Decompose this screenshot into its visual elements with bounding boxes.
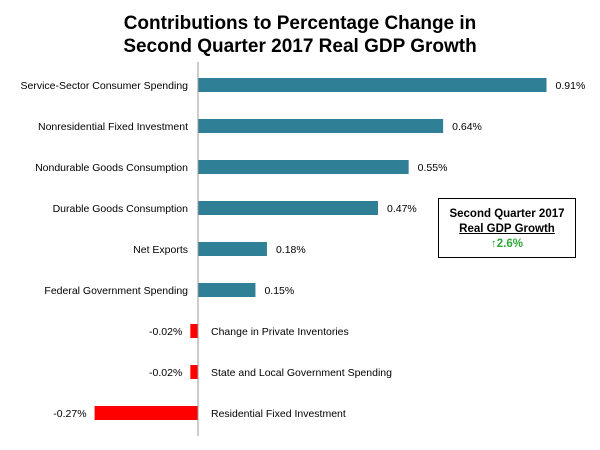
bar-2 (198, 160, 409, 174)
value-label-8: -0.27% (53, 408, 86, 420)
chart-title: Contributions to Percentage Change in Se… (0, 12, 600, 58)
callout-subtitle: Real GDP Growth (459, 223, 555, 235)
callout-value: 2.6% (496, 238, 523, 250)
category-label-5: Federal Government Spending (44, 285, 188, 297)
value-label-5: 0.15% (264, 285, 294, 297)
value-label-0: 0.91% (556, 80, 586, 92)
value-label-7: -0.02% (149, 367, 182, 379)
category-label-7: State and Local Government Spending (211, 367, 392, 379)
gdp-growth-callout: Second Quarter 2017 Real GDP Growth ↑2.6… (438, 198, 576, 258)
value-label-6: -0.02% (149, 326, 182, 338)
callout-value-row: ↑2.6% (439, 237, 575, 252)
callout-title: Second Quarter 2017 (449, 208, 565, 220)
category-label-0: Service-Sector Consumer Spending (21, 80, 189, 92)
bar-3 (198, 201, 379, 215)
chart-title-line-2: Second Quarter 2017 Real GDP Growth (123, 36, 477, 57)
chart-title-line-1: Contributions to Percentage Change in (123, 13, 477, 34)
category-label-1: Nonresidential Fixed Investment (38, 121, 188, 133)
bar-8 (94, 406, 198, 420)
bar-7 (190, 365, 198, 379)
bar-5 (198, 283, 256, 297)
category-label-6: Change in Private Inventories (211, 326, 349, 338)
category-label-2: Nondurable Goods Consumption (35, 162, 188, 174)
bar-1 (198, 119, 444, 133)
category-label-8: Residential Fixed Investment (211, 408, 346, 420)
category-label-4: Net Exports (133, 244, 188, 256)
value-label-1: 0.64% (452, 121, 482, 133)
bar-6 (190, 324, 198, 338)
bar-0 (198, 78, 547, 92)
value-label-4: 0.18% (276, 244, 306, 256)
value-label-3: 0.47% (387, 203, 417, 215)
value-label-2: 0.55% (418, 162, 448, 174)
bar-4 (198, 242, 267, 256)
category-label-3: Durable Goods Consumption (53, 203, 189, 215)
up-arrow-icon: ↑ (491, 238, 497, 250)
